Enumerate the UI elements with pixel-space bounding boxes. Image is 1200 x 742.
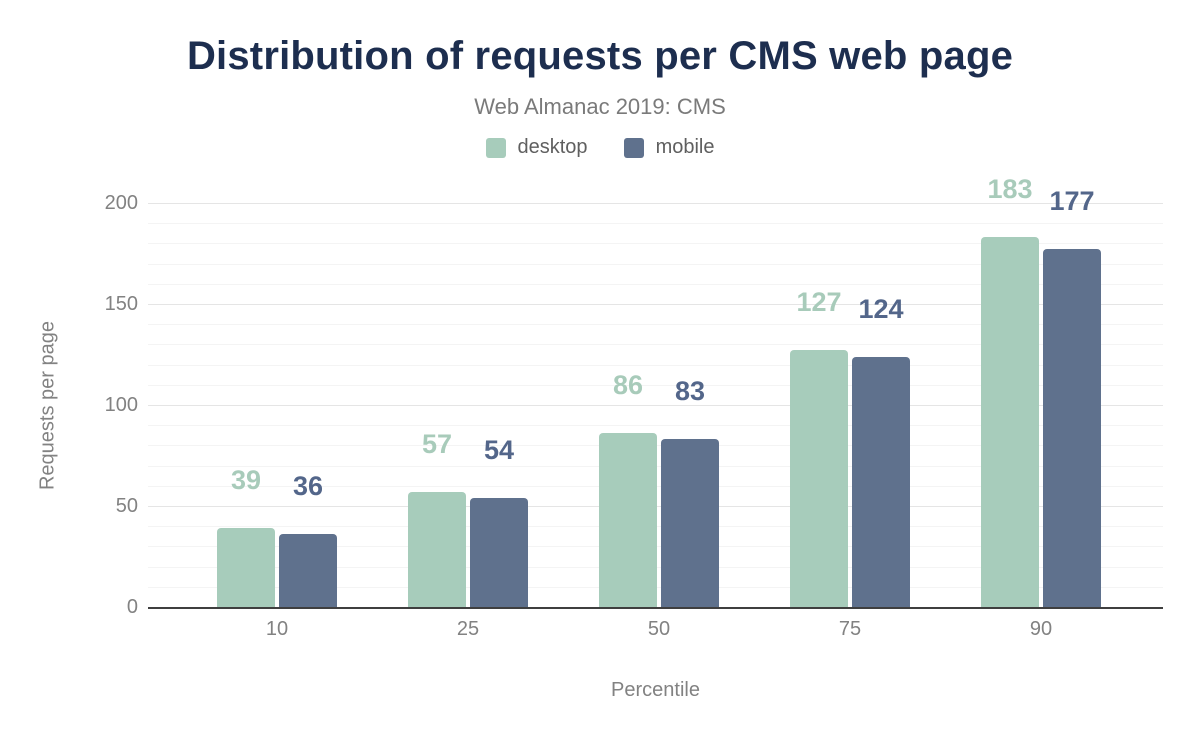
y-tick-label: 200 — [104, 192, 138, 214]
value-label-desktop-p75: 127 — [796, 287, 842, 318]
value-label-mobile-p75: 124 — [858, 293, 904, 324]
bar-mobile-p75 — [852, 356, 910, 607]
bar-mobile-p10 — [279, 534, 337, 607]
value-label-desktop-p90: 183 — [987, 174, 1033, 205]
bar-desktop-p50 — [599, 433, 657, 607]
plot-area: 39 36 57 54 86 83 127 124 183 177 — [148, 176, 1163, 609]
minor-gridline — [148, 344, 1163, 346]
legend-item-mobile[interactable]: mobile — [623, 136, 715, 159]
x-tick-label: 25 — [456, 618, 480, 640]
mobile-swatch-icon — [623, 137, 644, 158]
minor-gridline — [148, 364, 1163, 366]
y-tick-label: 150 — [104, 293, 138, 315]
value-label-desktop-p50: 86 — [612, 370, 644, 401]
minor-gridline — [148, 425, 1163, 427]
bar-desktop-p25 — [408, 491, 466, 607]
x-tick-label: 75 — [838, 618, 862, 640]
x-axis-title: Percentile — [611, 679, 700, 701]
minor-gridline — [148, 263, 1163, 265]
desktop-swatch-icon — [485, 137, 506, 158]
x-tick-label: 90 — [1029, 618, 1053, 640]
legend-item-desktop[interactable]: desktop — [485, 136, 588, 159]
bar-mobile-p50 — [661, 439, 719, 607]
chart-subtitle: Web Almanac 2019: CMS — [474, 94, 726, 119]
value-label-desktop-p10: 39 — [230, 465, 262, 496]
x-tick-label: 10 — [265, 618, 289, 640]
value-label-mobile-p25: 54 — [483, 434, 515, 465]
bar-desktop-p10 — [217, 528, 275, 607]
bar-mobile-p25 — [470, 497, 528, 607]
major-gridline — [148, 304, 1163, 305]
major-gridline — [148, 405, 1163, 406]
legend: desktop mobile — [0, 136, 1200, 159]
value-label-mobile-p90: 177 — [1049, 186, 1095, 217]
minor-gridline — [148, 283, 1163, 285]
legend-label-mobile: mobile — [655, 136, 715, 158]
value-label-mobile-p10: 36 — [292, 471, 324, 502]
minor-gridline — [148, 384, 1163, 386]
major-gridline — [148, 203, 1163, 204]
x-axis-line — [148, 607, 1163, 609]
minor-gridline — [148, 243, 1163, 245]
y-tick-label: 50 — [115, 495, 138, 517]
bar-desktop-p90 — [981, 237, 1039, 607]
legend-label-desktop: desktop — [517, 136, 588, 158]
chart-title: Distribution of requests per CMS web pag… — [186, 34, 1014, 78]
minor-gridline — [148, 324, 1163, 326]
value-label-desktop-p25: 57 — [421, 428, 453, 459]
y-tick-label: 0 — [126, 596, 138, 618]
bar-desktop-p75 — [790, 350, 848, 607]
y-tick-label: 100 — [104, 394, 138, 416]
value-label-mobile-p50: 83 — [674, 376, 706, 407]
x-tick-label: 50 — [647, 618, 671, 640]
minor-gridline — [148, 223, 1163, 225]
bar-mobile-p90 — [1043, 249, 1101, 607]
